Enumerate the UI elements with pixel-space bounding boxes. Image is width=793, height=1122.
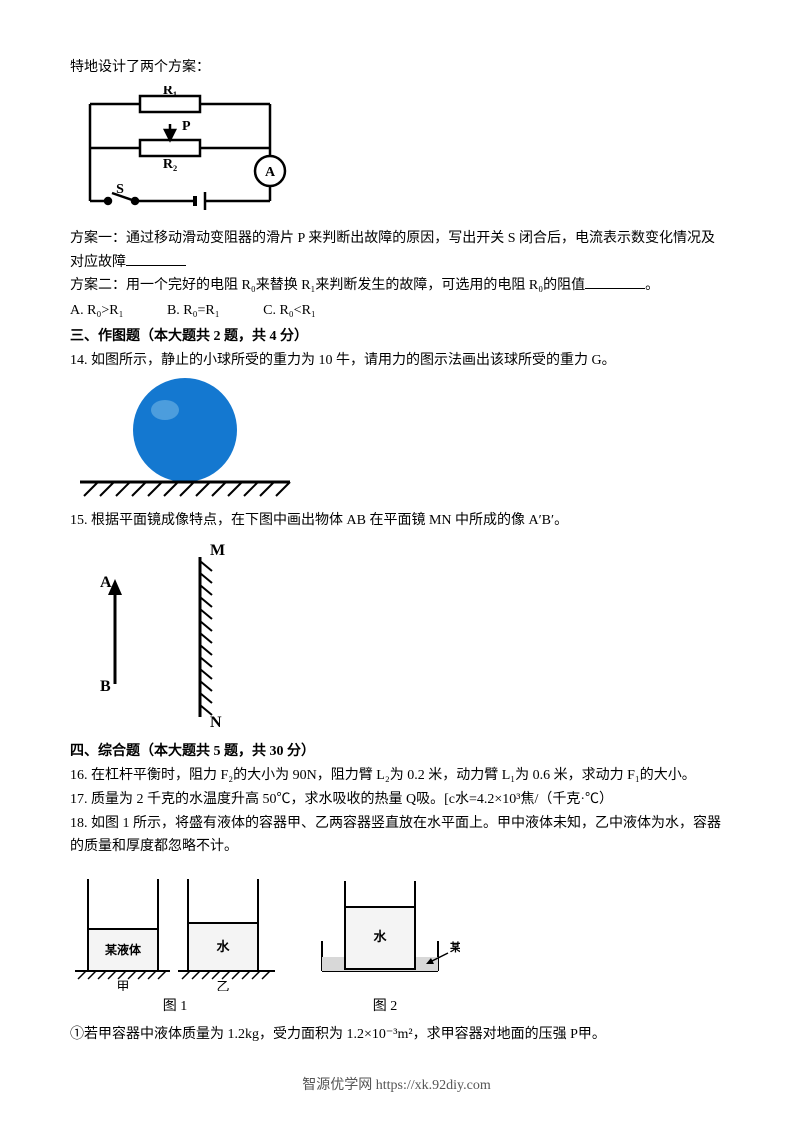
plan1-blank	[126, 252, 186, 266]
q18-sub1: ①若甲容器中液体质量为 1.2kg，受力面积为 1.2×10⁻³m²，求甲容器对…	[70, 1023, 723, 1047]
q18-fig2-label: 图 2	[373, 995, 398, 1015]
option-c: C. R₀<R₁	[263, 298, 316, 325]
q18-fig1-col: 某液体 甲	[70, 871, 280, 1015]
q18-fig2-col: 水 某液体 图 2	[310, 871, 460, 1015]
page-footer: 智源优学网 https://xk.92diy.com	[0, 1074, 793, 1094]
plan2-text: 方案二：用一个完好的电阻 R₀来替换 R₁来判断发生的故障，可选用的电阻 R₀的…	[70, 274, 723, 298]
q15-label-n: N	[210, 714, 222, 729]
plan2-suffix: 。	[645, 278, 659, 293]
section3-title: 三、作图题（本大题共 2 题，共 4 分）	[70, 325, 723, 349]
intro-line: 特地设计了两个方案：	[70, 56, 723, 80]
section4-title: 四、综合题（本大题共 5 题，共 30 分）	[70, 740, 723, 764]
q15-label-m: M	[210, 542, 225, 559]
option-a: A. R₀>R₁	[70, 298, 123, 325]
q14-text: 14. 如图所示，静止的小球所受的重力为 10 牛，请用力的图示法画出该球所受的…	[70, 349, 723, 373]
q15-figure: A B M N	[70, 539, 723, 734]
circuit-label-r2: R₂	[163, 157, 177, 172]
q18-figures: 某液体 甲	[70, 871, 723, 1015]
circuit-label-p: P	[182, 119, 191, 134]
q18-label-liquid2: 某液体	[449, 940, 460, 954]
q15-label-b: B	[100, 678, 111, 695]
circuit-label-r1: R₁	[163, 86, 177, 98]
plan2-options: A. R₀>R₁ B. R₀=R₁ C. R₀<R₁	[70, 298, 723, 325]
plan2-prefix: 方案二：用一个完好的电阻 R₀来替换 R₁来判断发生的故障，可选用的电阻 R₀的…	[70, 278, 585, 293]
q15-text: 15. 根据平面镜成像特点，在下图中画出物体 AB 在平面镜 MN 中所成的像 …	[70, 509, 723, 533]
q16-text: 16. 在杠杆平衡时，阻力 F₂的大小为 90N，阻力臂 L₂为 0.2 米，动…	[70, 764, 723, 788]
plan2-blank	[585, 275, 645, 289]
circuit-figure: R₁ P R₂ A S	[70, 86, 723, 221]
circuit-label-s: S	[116, 182, 124, 197]
q15-label-a: A	[100, 574, 112, 591]
q18-label-water1: 水	[216, 939, 230, 954]
q14-figure	[70, 378, 723, 503]
q18-label-yi: 乙	[216, 979, 229, 991]
circuit-label-a: A	[265, 165, 276, 180]
q18-text: 18. 如图 1 所示，将盛有液体的容器甲、乙两容器竖直放在水平面上。甲中液体未…	[70, 812, 723, 860]
q18-label-jia: 甲	[116, 979, 129, 991]
q18-fig1-label: 图 1	[163, 995, 188, 1015]
q18-label-liquid1: 某液体	[105, 942, 142, 957]
option-b: B. R₀=R₁	[167, 298, 220, 325]
q18-label-water2: 水	[373, 929, 387, 944]
plan1-text: 方案一：通过移动滑动变阻器的滑片 P 来判断出故障的原因，写出开关 S 闭合后，…	[70, 227, 723, 275]
q17-text: 17. 质量为 2 千克的水温度升高 50℃，求水吸收的热量 Q吸。[c水=4.…	[70, 788, 723, 812]
